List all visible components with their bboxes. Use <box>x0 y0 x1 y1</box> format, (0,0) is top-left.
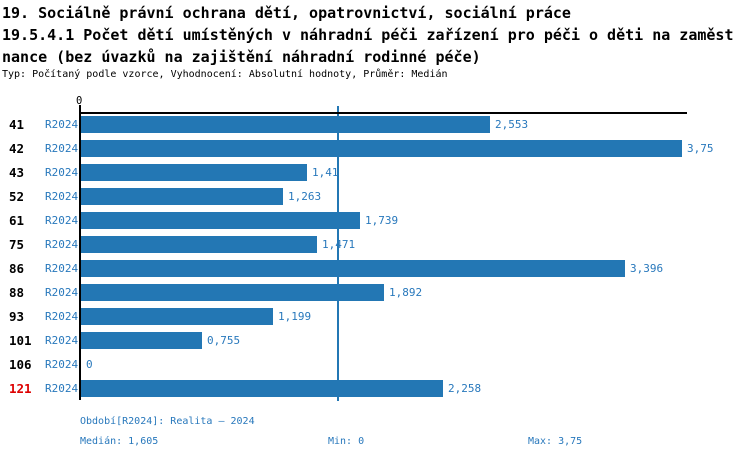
chart-title-line-3: nance (bez úvazků na zajištění náhradní … <box>2 48 481 66</box>
row-series-period-label: R2024 <box>45 190 79 203</box>
bar <box>81 116 490 133</box>
chart-row: 101 R2024 0,755 <box>0 332 750 349</box>
chart-row: 121 R2024 2,258 <box>0 380 750 397</box>
bar <box>81 140 682 157</box>
bar-value-label: 1,892 <box>389 286 423 299</box>
row-category-label: 61 <box>9 213 25 228</box>
bar-value-label: 2,553 <box>495 118 529 131</box>
bar <box>81 260 625 277</box>
row-series-period-label: R2024 <box>45 358 79 371</box>
chart-meta-line: Typ: Počítaný podle vzorce, Vyhodnocení:… <box>2 69 448 80</box>
chart-row: 43 R2024 1,41 <box>0 164 750 181</box>
row-category-label: 106 <box>9 357 32 372</box>
row-series-period-label: R2024 <box>45 286 79 299</box>
row-category-label: 101 <box>9 333 32 348</box>
chart-row: 88 R2024 1,892 <box>0 284 750 301</box>
row-category-label: 43 <box>9 165 25 180</box>
bar-value-label: 1,199 <box>278 310 312 323</box>
bar <box>81 236 317 253</box>
row-category-label: 121 <box>9 381 32 396</box>
chart-title-line-1: 19. Sociálně právní ochrana dětí, opatro… <box>2 4 571 22</box>
row-series-period-label: R2024 <box>45 382 79 395</box>
x-axis-zero-tick-label: 0 <box>76 95 83 107</box>
row-series-period-label: R2024 <box>45 214 79 227</box>
row-series-period-label: R2024 <box>45 118 79 131</box>
row-category-label: 86 <box>9 261 25 276</box>
chart-row: 52 R2024 1,263 <box>0 188 750 205</box>
row-series-period-label: R2024 <box>45 166 79 179</box>
row-category-label: 42 <box>9 141 25 156</box>
chart-row: 42 R2024 3,75 <box>0 140 750 157</box>
row-category-label: 75 <box>9 237 25 252</box>
footer-min-label: Min: 0 <box>328 436 365 447</box>
row-category-label: 93 <box>9 309 25 324</box>
bar <box>81 212 360 229</box>
bar-value-label: 0 <box>86 358 93 371</box>
row-category-label: 41 <box>9 117 25 132</box>
chart-row: 93 R2024 1,199 <box>0 308 750 325</box>
bar <box>81 188 283 205</box>
bar <box>81 380 443 397</box>
chart-row: 41 R2024 2,553 <box>0 116 750 133</box>
bar <box>81 308 273 325</box>
median-line <box>337 106 339 401</box>
row-category-label: 52 <box>9 189 25 204</box>
bar <box>81 332 202 349</box>
footer-period-label: Období[R2024]: Realita – 2024 <box>80 416 255 427</box>
row-series-period-label: R2024 <box>45 238 79 251</box>
chart-row: 106 R2024 0 <box>0 356 750 373</box>
row-series-period-label: R2024 <box>45 310 79 323</box>
row-series-period-label: R2024 <box>45 334 79 347</box>
chart-row: 61 R2024 1,739 <box>0 212 750 229</box>
footer-max-label: Max: 3,75 <box>528 436 583 447</box>
bar-value-label: 3,396 <box>630 262 664 275</box>
row-category-label: 88 <box>9 285 25 300</box>
row-series-period-label: R2024 <box>45 262 79 275</box>
footer-median-label: Medián: 1,605 <box>80 436 159 447</box>
bar-value-label: 1,471 <box>322 238 356 251</box>
bar-value-label: 3,75 <box>687 142 714 155</box>
bar-value-label: 1,41 <box>312 166 339 179</box>
bar-value-label: 0,755 <box>207 334 241 347</box>
chart-row: 75 R2024 1,471 <box>0 236 750 253</box>
bar-value-label: 1,263 <box>288 190 322 203</box>
row-series-period-label: R2024 <box>45 142 79 155</box>
chart-row: 86 R2024 3,396 <box>0 260 750 277</box>
chart-title-line-2: 19.5.4.1 Počet dětí umístěných v náhradn… <box>2 26 734 44</box>
x-axis-line <box>79 112 687 114</box>
y-axis-line <box>79 105 81 400</box>
bar-value-label: 1,739 <box>365 214 399 227</box>
bar <box>81 164 307 181</box>
bar <box>81 284 384 301</box>
bar-value-label: 2,258 <box>448 382 482 395</box>
